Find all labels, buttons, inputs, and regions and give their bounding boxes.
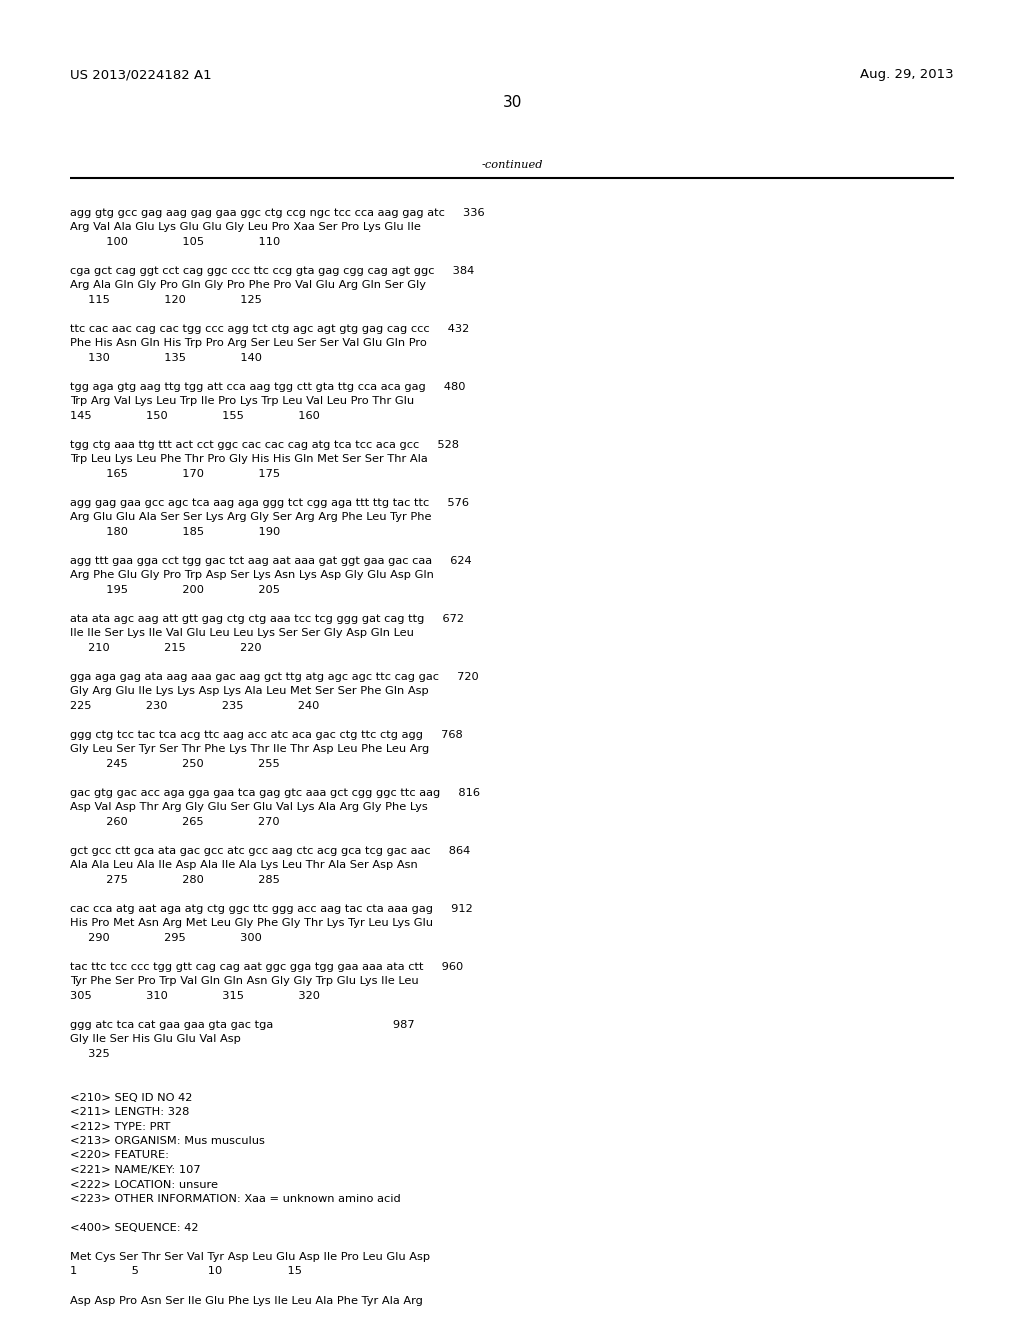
Text: tac ttc tcc ccc tgg gtt cag cag aat ggc gga tgg gaa aaa ata ctt     960: tac ttc tcc ccc tgg gtt cag cag aat ggc … [70, 962, 463, 972]
Text: Asp Asp Pro Asn Ser Ile Glu Phe Lys Ile Leu Ala Phe Tyr Ala Arg: Asp Asp Pro Asn Ser Ile Glu Phe Lys Ile … [70, 1295, 423, 1305]
Text: agg ttt gaa gga cct tgg gac tct aag aat aaa gat ggt gaa gac caa     624: agg ttt gaa gga cct tgg gac tct aag aat … [70, 556, 472, 566]
Text: <221> NAME/KEY: 107: <221> NAME/KEY: 107 [70, 1166, 201, 1175]
Text: agg gtg gcc gag aag gag gaa ggc ctg ccg ngc tcc cca aag gag atc     336: agg gtg gcc gag aag gag gaa ggc ctg ccg … [70, 209, 484, 218]
Text: 245               250               255: 245 250 255 [70, 759, 280, 770]
Text: 100               105               110: 100 105 110 [70, 238, 281, 247]
Text: ggg ctg tcc tac tca acg ttc aag acc atc aca gac ctg ttc ctg agg     768: ggg ctg tcc tac tca acg ttc aag acc atc … [70, 730, 463, 741]
Text: 305               310               315               320: 305 310 315 320 [70, 991, 319, 1001]
Text: 130               135               140: 130 135 140 [70, 352, 262, 363]
Text: Asp Val Asp Thr Arg Gly Glu Ser Glu Val Lys Ala Arg Gly Phe Lys: Asp Val Asp Thr Arg Gly Glu Ser Glu Val … [70, 803, 428, 813]
Text: <400> SEQUENCE: 42: <400> SEQUENCE: 42 [70, 1224, 199, 1233]
Text: <213> ORGANISM: Mus musculus: <213> ORGANISM: Mus musculus [70, 1137, 265, 1146]
Text: 195               200               205: 195 200 205 [70, 585, 280, 595]
Text: Aug. 29, 2013: Aug. 29, 2013 [860, 69, 954, 81]
Text: gct gcc ctt gca ata gac gcc atc gcc aag ctc acg gca tcg gac aac     864: gct gcc ctt gca ata gac gcc atc gcc aag … [70, 846, 470, 855]
Text: cga gct cag ggt cct cag ggc ccc ttc ccg gta gag cgg cag agt ggc     384: cga gct cag ggt cct cag ggc ccc ttc ccg … [70, 267, 474, 276]
Text: 260               265               270: 260 265 270 [70, 817, 280, 828]
Text: gac gtg gac acc aga gga gaa tca gag gtc aaa gct cgg ggc ttc aag     816: gac gtg gac acc aga gga gaa tca gag gtc … [70, 788, 480, 799]
Text: 115               120               125: 115 120 125 [70, 294, 262, 305]
Text: <222> LOCATION: unsure: <222> LOCATION: unsure [70, 1180, 218, 1189]
Text: Ala Ala Leu Ala Ile Asp Ala Ile Ala Lys Leu Thr Ala Ser Asp Asn: Ala Ala Leu Ala Ile Asp Ala Ile Ala Lys … [70, 861, 418, 870]
Text: 145               150               155               160: 145 150 155 160 [70, 411, 319, 421]
Text: Arg Val Ala Glu Lys Glu Glu Gly Leu Pro Xaa Ser Pro Lys Glu Ile: Arg Val Ala Glu Lys Glu Glu Gly Leu Pro … [70, 223, 421, 232]
Text: 325: 325 [70, 1049, 110, 1059]
Text: 1               5                   10                  15: 1 5 10 15 [70, 1266, 302, 1276]
Text: <220> FEATURE:: <220> FEATURE: [70, 1151, 169, 1160]
Text: gga aga gag ata aag aaa gac aag gct ttg atg agc agc ttc cag gac     720: gga aga gag ata aag aaa gac aag gct ttg … [70, 672, 479, 682]
Text: -continued: -continued [481, 160, 543, 170]
Text: US 2013/0224182 A1: US 2013/0224182 A1 [70, 69, 212, 81]
Text: His Pro Met Asn Arg Met Leu Gly Phe Gly Thr Lys Tyr Leu Lys Glu: His Pro Met Asn Arg Met Leu Gly Phe Gly … [70, 919, 433, 928]
Text: ttc cac aac cag cac tgg ccc agg tct ctg agc agt gtg gag cag ccc     432: ttc cac aac cag cac tgg ccc agg tct ctg … [70, 323, 469, 334]
Text: tgg aga gtg aag ttg tgg att cca aag tgg ctt gta ttg cca aca gag     480: tgg aga gtg aag ttg tgg att cca aag tgg … [70, 381, 466, 392]
Text: <211> LENGTH: 328: <211> LENGTH: 328 [70, 1107, 189, 1117]
Text: 180               185               190: 180 185 190 [70, 527, 281, 537]
Text: Met Cys Ser Thr Ser Val Tyr Asp Leu Glu Asp Ile Pro Leu Glu Asp: Met Cys Ser Thr Ser Val Tyr Asp Leu Glu … [70, 1251, 430, 1262]
Text: 225               230               235               240: 225 230 235 240 [70, 701, 319, 711]
Text: 290               295               300: 290 295 300 [70, 933, 262, 942]
Text: Phe His Asn Gln His Trp Pro Arg Ser Leu Ser Ser Val Glu Gln Pro: Phe His Asn Gln His Trp Pro Arg Ser Leu … [70, 338, 427, 348]
Text: agg gag gaa gcc agc tca aag aga ggg tct cgg aga ttt ttg tac ttc     576: agg gag gaa gcc agc tca aag aga ggg tct … [70, 498, 469, 508]
Text: <223> OTHER INFORMATION: Xaa = unknown amino acid: <223> OTHER INFORMATION: Xaa = unknown a… [70, 1195, 400, 1204]
Text: 165               170               175: 165 170 175 [70, 469, 281, 479]
Text: Gly Arg Glu Ile Lys Lys Asp Lys Ala Leu Met Ser Ser Phe Gln Asp: Gly Arg Glu Ile Lys Lys Asp Lys Ala Leu … [70, 686, 429, 697]
Text: <212> TYPE: PRT: <212> TYPE: PRT [70, 1122, 170, 1131]
Text: cac cca atg aat aga atg ctg ggc ttc ggg acc aag tac cta aaa gag     912: cac cca atg aat aga atg ctg ggc ttc ggg … [70, 904, 473, 913]
Text: Tyr Phe Ser Pro Trp Val Gln Gln Asn Gly Gly Trp Glu Lys Ile Leu: Tyr Phe Ser Pro Trp Val Gln Gln Asn Gly … [70, 977, 419, 986]
Text: 210               215               220: 210 215 220 [70, 643, 261, 653]
Text: Gly Ile Ser His Glu Glu Val Asp: Gly Ile Ser His Glu Glu Val Asp [70, 1035, 241, 1044]
Text: Gly Leu Ser Tyr Ser Thr Phe Lys Thr Ile Thr Asp Leu Phe Leu Arg: Gly Leu Ser Tyr Ser Thr Phe Lys Thr Ile … [70, 744, 429, 755]
Text: Trp Leu Lys Leu Phe Thr Pro Gly His His Gln Met Ser Ser Thr Ala: Trp Leu Lys Leu Phe Thr Pro Gly His His … [70, 454, 428, 465]
Text: Arg Glu Glu Ala Ser Ser Lys Arg Gly Ser Arg Arg Phe Leu Tyr Phe: Arg Glu Glu Ala Ser Ser Lys Arg Gly Ser … [70, 512, 431, 523]
Text: ggg atc tca cat gaa gaa gta gac tga                                 987: ggg atc tca cat gaa gaa gta gac tga 987 [70, 1020, 415, 1030]
Text: Arg Phe Glu Gly Pro Trp Asp Ser Lys Asn Lys Asp Gly Glu Asp Gln: Arg Phe Glu Gly Pro Trp Asp Ser Lys Asn … [70, 570, 434, 581]
Text: <210> SEQ ID NO 42: <210> SEQ ID NO 42 [70, 1093, 193, 1102]
Text: 30: 30 [503, 95, 521, 110]
Text: 275               280               285: 275 280 285 [70, 875, 280, 884]
Text: ata ata agc aag att gtt gag ctg ctg aaa tcc tcg ggg gat cag ttg     672: ata ata agc aag att gtt gag ctg ctg aaa … [70, 614, 464, 624]
Text: Arg Ala Gln Gly Pro Gln Gly Pro Phe Pro Val Glu Arg Gln Ser Gly: Arg Ala Gln Gly Pro Gln Gly Pro Phe Pro … [70, 281, 426, 290]
Text: Ile Ile Ser Lys Ile Val Glu Leu Leu Lys Ser Ser Gly Asp Gln Leu: Ile Ile Ser Lys Ile Val Glu Leu Leu Lys … [70, 628, 414, 639]
Text: Trp Arg Val Lys Leu Trp Ile Pro Lys Trp Leu Val Leu Pro Thr Glu: Trp Arg Val Lys Leu Trp Ile Pro Lys Trp … [70, 396, 414, 407]
Text: tgg ctg aaa ttg ttt act cct ggc cac cac cag atg tca tcc aca gcc     528: tgg ctg aaa ttg ttt act cct ggc cac cac … [70, 440, 459, 450]
